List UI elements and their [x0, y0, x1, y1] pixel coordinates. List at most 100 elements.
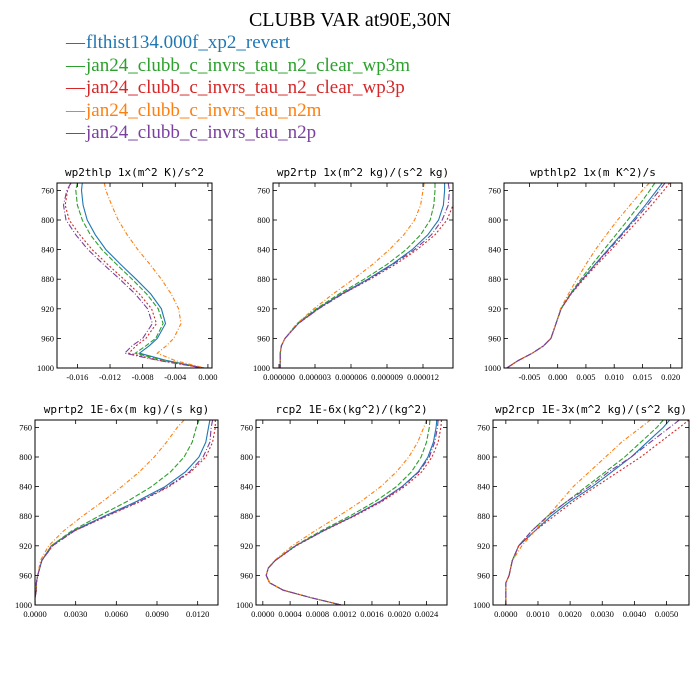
x-tick-label: 0.010	[605, 372, 624, 382]
y-tick-label: 960	[488, 333, 501, 343]
y-tick-label: 920	[240, 541, 253, 551]
series-line	[279, 183, 446, 368]
x-tick-label: 0.0012	[333, 609, 356, 619]
chart-panel: wpthlp2 1x(m K^2)/s 760 800 840 880 920 960 100…	[484, 166, 683, 382]
x-tick-label: 0.015	[633, 372, 652, 382]
x-tick-label: -0.012	[99, 372, 121, 382]
series-line	[265, 420, 431, 605]
y-tick-label: 800	[240, 452, 253, 462]
x-tick-label: 0.0000	[494, 609, 517, 619]
series-line	[64, 183, 204, 368]
legend: —flthist134.000f_xp2_revert —jan24_clubb…	[66, 32, 410, 145]
chart-panel: wp2thlp 1x(m^2 K)/s^2 760 800 840 880 920 960 1…	[37, 166, 217, 382]
y-tick-label: 920	[19, 541, 32, 551]
legend-dash-icon: —	[66, 54, 85, 76]
legend-dash-icon: —	[66, 122, 85, 143]
y-tick-label: 760	[488, 185, 501, 195]
series-line	[35, 420, 185, 605]
legend-item: —jan24_clubb_c_invrs_tau_n2_clear_wp3m	[66, 55, 410, 78]
panel-title: wprtp2 1E-6x(m kg)/(s kg)	[44, 403, 210, 416]
series-line	[505, 420, 651, 605]
series-line	[35, 420, 211, 605]
series-line	[265, 420, 439, 605]
x-tick-label: -0.016	[66, 372, 88, 382]
y-tick-label: 800	[257, 215, 270, 225]
x-tick-label: 0.0000	[23, 609, 46, 619]
x-tick-label: 0.0120	[186, 609, 209, 619]
series-line	[505, 420, 664, 605]
chart-panel: wp2rtp 1x(m^2 kg)/(s^2 kg) 760 800 840 880 92…	[253, 166, 454, 382]
chart-panel: wp2rcp 1E-3x(m^2 kg)/(s^2 kg) 760 800 840 88…	[473, 403, 690, 619]
x-tick-label: 0.0030	[64, 609, 87, 619]
y-tick-label: 800	[477, 452, 490, 462]
plot-frame	[503, 182, 683, 369]
chart-title: CLUBB VAR at90E,30N	[248, 9, 452, 31]
legend-label: jan24_clubb_c_invrs_tau_n2m	[86, 99, 322, 121]
x-tick-label: 0.0040	[623, 609, 646, 619]
y-tick-label: 1000	[473, 600, 490, 610]
legend-dash-icon: —	[66, 99, 85, 121]
panel-title: rcp2 1E-6x(kg^2)/(kg^2)	[275, 403, 427, 416]
series-line	[279, 183, 425, 368]
y-tick-label: 880	[488, 274, 501, 284]
y-tick-label: 1000	[236, 600, 253, 610]
y-tick-label: 760	[257, 185, 270, 195]
series-line	[506, 183, 650, 368]
legend-item: —jan24_clubb_c_invrs_tau_n2p	[66, 122, 410, 145]
chart-panel: rcp2 1E-6x(kg^2)/(kg^2) 760 800 840 880 920 96…	[236, 403, 448, 619]
y-tick-label: 800	[19, 452, 32, 462]
x-tick-label: 0.0090	[145, 609, 168, 619]
panel-title: wp2rcp 1E-3x(m^2 kg)/(s^2 kg)	[495, 403, 687, 416]
x-tick-label: -0.008	[132, 372, 154, 382]
series-line	[506, 183, 666, 368]
series-line	[35, 420, 214, 605]
legend-item: —jan24_clubb_c_invrs_tau_n2m	[66, 100, 410, 123]
y-tick-label: 960	[477, 570, 490, 580]
x-tick-label: 0.000000	[263, 372, 295, 382]
series-line	[75, 183, 204, 368]
x-tick-label: 0.005	[576, 372, 595, 382]
legend-dash-icon: —	[66, 32, 85, 53]
y-tick-label: 840	[488, 245, 501, 255]
x-tick-label: 0.000009	[371, 372, 403, 382]
legend-label: jan24_clubb_c_invrs_tau_n2p	[86, 122, 317, 143]
series-line	[506, 183, 671, 368]
y-tick-label: 960	[19, 570, 32, 580]
y-tick-label: 880	[41, 274, 54, 284]
y-tick-label: 1000	[37, 363, 54, 373]
y-tick-label: 880	[477, 511, 490, 521]
x-tick-label: 0.000003	[299, 372, 331, 382]
series-line	[103, 183, 205, 368]
series-line	[505, 420, 689, 605]
series-line	[505, 420, 680, 605]
x-tick-label: 0.020	[661, 372, 680, 382]
x-tick-label: -0.004	[164, 372, 187, 382]
y-tick-label: 960	[41, 333, 54, 343]
series-line	[265, 420, 443, 605]
plot-frame	[492, 419, 690, 606]
series-line	[80, 183, 204, 368]
panel-title: wpthlp2 1x(m K^2)/s	[530, 166, 656, 179]
x-tick-label: 0.0016	[360, 609, 383, 619]
plot-frame	[255, 419, 448, 606]
x-tick-label: 0.0030	[591, 609, 614, 619]
y-tick-label: 960	[240, 570, 253, 580]
y-tick-label: 840	[240, 482, 253, 492]
series-line	[265, 420, 428, 605]
y-tick-label: 1000	[253, 363, 270, 373]
x-tick-label: 0.000	[198, 372, 217, 382]
plot-frame	[56, 182, 213, 369]
x-tick-label: 0.0008	[306, 609, 329, 619]
y-tick-label: 880	[19, 511, 32, 521]
y-tick-label: 800	[488, 215, 501, 225]
series-line	[505, 420, 671, 605]
y-tick-label: 760	[41, 185, 54, 195]
legend-label: jan24_clubb_c_invrs_tau_n2_clear_wp3m	[86, 54, 410, 76]
series-line	[506, 183, 663, 368]
legend-dash-icon: —	[66, 77, 85, 98]
series-line	[35, 420, 216, 605]
chart-panel: wprtp2 1E-6x(m kg)/(s kg) 760 800 840 880 920…	[15, 403, 219, 619]
series-line	[279, 183, 453, 368]
x-tick-label: 0.0000	[251, 609, 274, 619]
